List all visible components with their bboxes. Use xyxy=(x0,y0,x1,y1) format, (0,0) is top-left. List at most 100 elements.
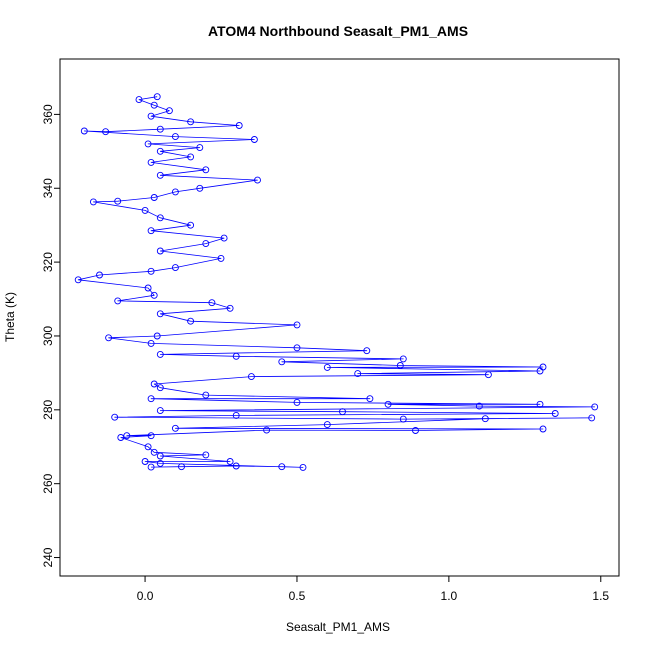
y-tick-label: 340 xyxy=(41,178,55,198)
data-point xyxy=(156,407,164,415)
data-point xyxy=(399,415,407,423)
data-point xyxy=(536,400,544,408)
data-point xyxy=(156,125,164,133)
data-point xyxy=(187,118,195,126)
data-point xyxy=(141,458,149,465)
data-point xyxy=(208,299,216,307)
y-tick-label: 260 xyxy=(41,473,55,493)
y-tick-label: 320 xyxy=(41,252,55,272)
data-point xyxy=(551,410,559,417)
data-point xyxy=(232,411,240,419)
data-point xyxy=(396,362,404,369)
data-point xyxy=(150,101,158,109)
x-tick-label: 0.0 xyxy=(137,589,154,603)
data-point xyxy=(147,339,155,347)
data-point xyxy=(232,462,240,470)
data-point xyxy=(278,358,286,366)
data-point xyxy=(187,221,195,229)
data-point xyxy=(293,398,301,406)
data-point xyxy=(102,128,110,136)
data-point xyxy=(156,310,164,318)
data-point xyxy=(226,304,234,312)
data-point xyxy=(263,426,271,434)
data-point xyxy=(247,373,255,381)
data-point xyxy=(278,463,286,471)
data-point xyxy=(144,443,152,451)
data-point xyxy=(80,127,88,135)
data-point xyxy=(150,380,158,388)
data-point xyxy=(235,122,243,129)
data-point xyxy=(187,153,195,161)
y-tick-label: 280 xyxy=(41,399,55,419)
x-tick-label: 1.5 xyxy=(592,589,609,603)
y-axis: 240 260 280 300 320 340 360 xyxy=(41,104,60,568)
data-point xyxy=(171,133,179,141)
data-point xyxy=(150,448,158,456)
data-point xyxy=(412,427,419,434)
data-point xyxy=(366,395,374,403)
data-point xyxy=(96,271,103,279)
data-point xyxy=(114,297,122,305)
data-point xyxy=(187,317,195,325)
data-point xyxy=(196,144,204,152)
data-point xyxy=(250,136,258,143)
data-point xyxy=(147,267,155,275)
data-point xyxy=(156,350,164,358)
data-point xyxy=(156,452,164,460)
data-point xyxy=(299,463,307,471)
data-point xyxy=(202,391,210,399)
data-point xyxy=(217,254,225,262)
data-point xyxy=(171,424,179,432)
y-tick-label: 300 xyxy=(41,326,55,346)
data-point xyxy=(202,240,210,248)
x-axis-label: Seasalt_PM1_AMS xyxy=(286,620,390,634)
data-point xyxy=(539,363,547,371)
data-point xyxy=(117,434,125,441)
x-tick-label: 0.5 xyxy=(289,589,306,603)
data-point xyxy=(588,414,596,422)
data-point xyxy=(196,184,204,192)
data-point xyxy=(226,458,234,465)
data-point xyxy=(150,291,158,299)
data-point xyxy=(220,234,228,242)
data-point xyxy=(147,158,155,166)
data-point xyxy=(202,451,210,459)
data-point xyxy=(147,395,155,403)
data-point xyxy=(202,166,210,174)
data-point xyxy=(150,194,158,201)
data-point xyxy=(354,370,362,378)
data-point xyxy=(144,284,152,292)
data-point xyxy=(171,188,179,196)
data-point xyxy=(539,425,547,433)
data-point xyxy=(141,206,149,214)
data-point xyxy=(591,403,599,411)
data-point xyxy=(475,402,483,410)
data-point xyxy=(384,400,392,408)
y-tick-label: 240 xyxy=(41,547,55,567)
data-point xyxy=(293,344,301,352)
data-point xyxy=(156,171,164,179)
data-point xyxy=(156,147,164,155)
data-point xyxy=(153,93,161,101)
data-point xyxy=(135,96,143,104)
x-axis: 0.0 0.5 1.0 1.5 xyxy=(137,576,609,603)
data-point xyxy=(232,352,240,360)
x-tick-label: 1.0 xyxy=(441,589,458,603)
data-point xyxy=(123,432,131,440)
data-point xyxy=(156,459,164,467)
data-point xyxy=(171,264,179,272)
chart-title: ATOM4 Northbound Seasalt_PM1_AMS xyxy=(208,23,468,39)
data-point xyxy=(74,276,82,284)
data-point xyxy=(89,198,97,206)
data-point xyxy=(111,413,119,421)
data-point xyxy=(481,415,489,423)
data-point xyxy=(147,432,155,440)
plot-frame xyxy=(59,58,620,577)
y-tick-label: 360 xyxy=(41,104,55,124)
data-point xyxy=(114,197,122,205)
data-point xyxy=(144,140,152,148)
data-point xyxy=(147,227,155,235)
data-point xyxy=(165,107,173,115)
